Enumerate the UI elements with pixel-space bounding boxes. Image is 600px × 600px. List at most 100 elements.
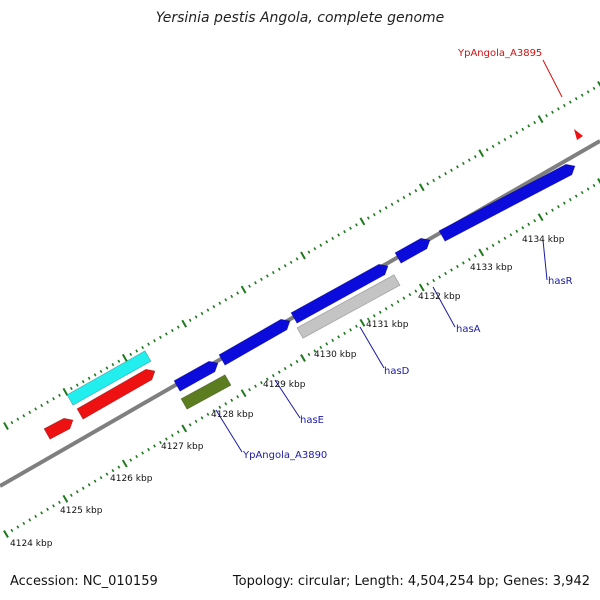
outer-tick [170, 328, 174, 333]
outer-tick [265, 274, 269, 278]
gene-blue-hasD [290, 263, 389, 324]
outer-tick [313, 247, 317, 251]
inner-tick [121, 459, 128, 468]
inner-tick [236, 395, 240, 399]
label-connector [542, 239, 548, 281]
gene-blue [173, 360, 219, 392]
inner-tick [277, 370, 281, 374]
outer-tick [289, 260, 293, 264]
outer-tick [456, 165, 459, 169]
outer-tick [93, 373, 97, 377]
outer-tick [40, 403, 44, 408]
outer-tick [248, 284, 251, 288]
inner-tick [117, 465, 121, 469]
kbp-label: 4125 kbp [60, 506, 103, 516]
inner-tick [295, 359, 299, 364]
outer-tick [574, 97, 578, 101]
kbp-label: 4124 kbp [10, 539, 53, 549]
inner-tick [300, 354, 306, 362]
outer-tick [444, 172, 447, 176]
outer-tick [181, 319, 188, 328]
inner-tick [69, 493, 73, 497]
inner-tick [16, 525, 20, 529]
inner-tick [509, 233, 513, 237]
outer-tick [355, 223, 358, 227]
outer-tick [432, 178, 436, 183]
outer-tick [176, 325, 180, 329]
inner-tick [181, 424, 188, 433]
inner-tick [289, 363, 293, 367]
outer-tick [319, 243, 323, 247]
inner-tick [402, 296, 406, 300]
label-connector [432, 286, 456, 328]
outer-tick [117, 359, 121, 363]
inner-tick [135, 454, 139, 459]
inner-tick [343, 331, 346, 335]
kbp-label: 4134 kbp [522, 235, 565, 245]
inner-tick [485, 247, 489, 251]
inner-tick [515, 229, 519, 233]
outer-tick [99, 369, 103, 374]
gene-label: hasA [456, 324, 481, 335]
outer-tick [300, 251, 306, 260]
label-connector [274, 379, 301, 419]
topology-text: Topology: circular; Length: 4,504,254 bp… [232, 574, 590, 589]
outer-tick [349, 226, 352, 230]
inner-tick [170, 433, 174, 438]
map-title: Yersinia pestis Angola, complete genome [155, 10, 445, 26]
outer-tick [337, 233, 341, 237]
inner-tick [521, 226, 525, 230]
outer-tick [390, 202, 394, 206]
inner-tick [331, 338, 335, 343]
outer-tick [224, 298, 228, 302]
inner-tick [467, 257, 471, 262]
outer-tick [283, 264, 287, 268]
inner-tick [147, 447, 150, 452]
inner-tick [551, 208, 554, 212]
outer-tick [230, 294, 234, 299]
inner-tick [194, 419, 198, 423]
inner-tick [254, 384, 257, 388]
outer-tick [537, 115, 544, 124]
outer-tick [22, 414, 26, 418]
outer-tick [478, 149, 485, 158]
outer-tick [527, 124, 531, 128]
outer-tick [206, 308, 210, 312]
outer-tick [343, 230, 346, 234]
inner-tick [188, 423, 192, 427]
outer-tick [28, 410, 32, 414]
inner-tick [337, 335, 341, 339]
kbp-label: 4128 kbp [211, 410, 254, 420]
outer-tick [254, 281, 257, 285]
inner-tick [450, 268, 453, 272]
inner-tick [378, 310, 382, 314]
inner-tick [248, 388, 251, 392]
inner-tick [40, 511, 44, 515]
outer-tick [461, 161, 465, 166]
outer-tick [372, 212, 376, 217]
inner-tick [3, 530, 9, 538]
inner-tick [260, 381, 263, 385]
inner-tick [218, 405, 222, 409]
inner-tick [580, 190, 584, 195]
outer-tick [105, 366, 109, 370]
kbp-label: 4133 kbp [470, 263, 513, 273]
outer-tick [10, 420, 14, 425]
inner-tick [557, 205, 560, 209]
outer-tick [218, 301, 222, 305]
outer-tick [438, 175, 442, 179]
outer-tick [159, 335, 162, 339]
outer-tick [236, 291, 240, 295]
inner-tick [396, 300, 400, 304]
outer-tick [366, 216, 370, 220]
outer-tick [240, 285, 247, 294]
gene-olive [180, 374, 232, 410]
kbp-label: 4131 kbp [366, 320, 409, 330]
outer-tick [491, 144, 495, 148]
outer-tick [135, 349, 139, 353]
inner-tick [153, 444, 156, 448]
inner-tick [545, 212, 548, 216]
inner-tick [418, 283, 425, 292]
gene-label: hasR [548, 276, 573, 287]
